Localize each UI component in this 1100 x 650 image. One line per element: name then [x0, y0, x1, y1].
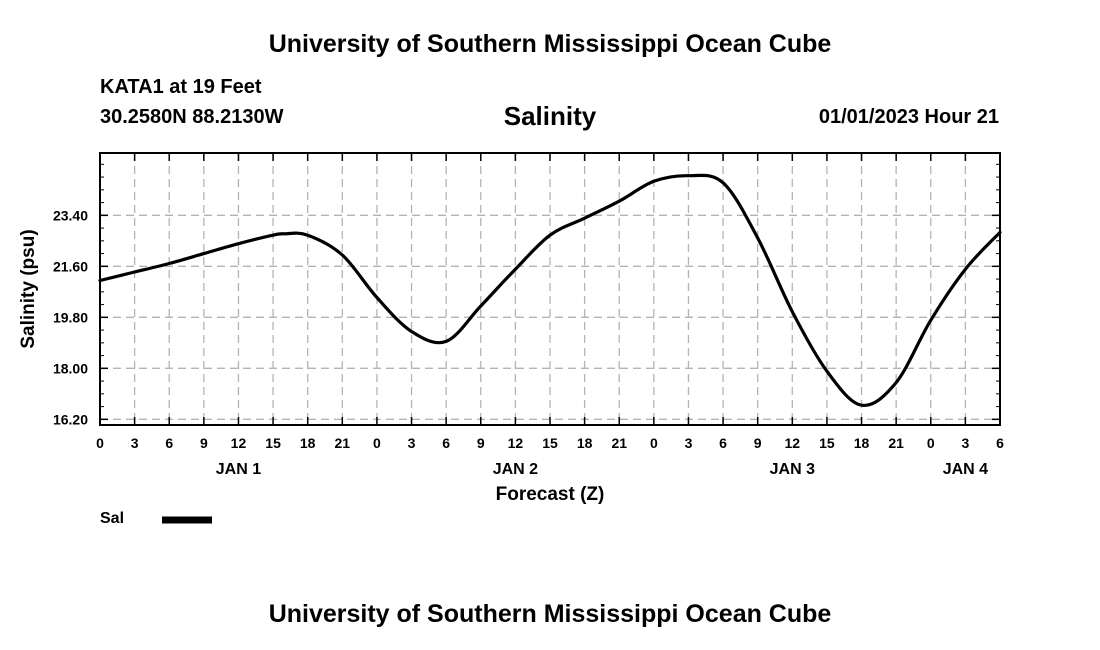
x-tick-label: 21: [611, 435, 627, 451]
legend-label-sal: Sal: [100, 510, 125, 527]
x-tick-label: 6: [165, 435, 173, 451]
x-tick-label: 12: [231, 435, 247, 451]
y-tick-label: 16.20: [53, 411, 88, 427]
footer-title: University of Southern Mississippi Ocean…: [268, 600, 832, 628]
series-line-sal: [98, 173, 1002, 407]
plot-frame: [99, 152, 1001, 426]
x-tick-label: 21: [335, 435, 351, 451]
x-tick-label: 12: [508, 435, 524, 451]
x-axis-title: Forecast (Z): [496, 484, 605, 505]
y-tick-labels: 16.20 18.00 19.80 21.60 23.40: [53, 207, 88, 427]
x-tick-label: 0: [650, 435, 658, 451]
day-labels: JAN 1 JAN 2 JAN 3 JAN 4: [216, 461, 988, 478]
x-tick-label: 9: [754, 435, 762, 451]
day-label: JAN 4: [943, 461, 988, 478]
day-label: JAN 2: [493, 461, 538, 478]
grid-lines: [100, 153, 1000, 425]
y-axis-title: Salinity (psu): [18, 229, 39, 348]
y-tick-label: 21.60: [53, 258, 88, 274]
x-tick-label: 18: [854, 435, 870, 451]
x-tick-label: 9: [200, 435, 208, 451]
x-tick-label: 6: [996, 435, 1004, 451]
day-label: JAN 3: [770, 461, 815, 478]
x-tick-label: 3: [408, 435, 416, 451]
x-tick-label: 15: [819, 435, 835, 451]
y-tick-label: 23.40: [53, 207, 88, 223]
x-tick-label: 15: [542, 435, 558, 451]
station-label: KATA1 at 19 Feet: [100, 76, 262, 98]
x-tick-label: 6: [719, 435, 727, 451]
page-title: University of Southern Mississippi Ocean…: [268, 30, 832, 58]
x-tick-label: 0: [96, 435, 104, 451]
y-tick-label: 19.80: [53, 309, 88, 325]
variable-title: Salinity: [503, 101, 597, 131]
x-tick-label: 0: [927, 435, 935, 451]
x-tick-label: 3: [685, 435, 693, 451]
y-tick-label: 18.00: [53, 360, 88, 376]
x-tick-label: 15: [265, 435, 281, 451]
x-tick-label: 0: [373, 435, 381, 451]
station-coords: 30.2580N 88.2130W: [100, 106, 284, 128]
x-tick-labels: 0 3 6 9 12 15 18 21 0 3 6 9 12 15 18 21 0 3 6 9 12 15 18 21 0 3 6: [96, 435, 1004, 451]
x-tick-label: 21: [888, 435, 904, 451]
x-tick-label: 6: [442, 435, 450, 451]
day-label: JAN 1: [216, 461, 261, 478]
x-tick-label: 3: [961, 435, 969, 451]
x-tick-label: 18: [300, 435, 316, 451]
x-tick-label: 3: [131, 435, 139, 451]
x-tick-label: 9: [477, 435, 485, 451]
x-tick-label: 18: [577, 435, 593, 451]
x-tick-label: 12: [785, 435, 801, 451]
forecast-datetime: 01/01/2023 Hour 21: [818, 106, 999, 128]
